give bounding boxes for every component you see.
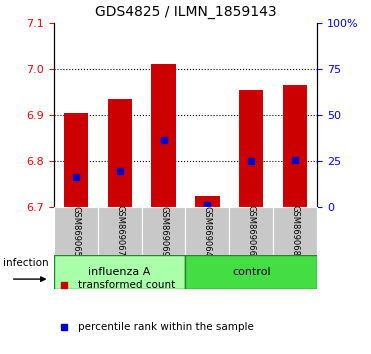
Bar [283,85,307,207]
Text: GSM869067: GSM869067 [115,205,124,257]
Bar [186,255,317,289]
Text: influenza A: influenza A [88,267,151,277]
Text: GSM869064: GSM869064 [203,206,212,256]
Text: control: control [232,267,271,277]
Text: GSM869066: GSM869066 [247,205,256,257]
Bar [273,207,317,255]
Bar [54,255,185,289]
Bar [64,113,88,207]
Bar [142,207,186,255]
Text: GSM869068: GSM869068 [291,205,300,257]
Text: GSM869065: GSM869065 [71,206,80,256]
Bar [54,207,98,255]
Bar [151,64,175,207]
Text: GSM869069: GSM869069 [159,206,168,256]
Bar [196,196,220,207]
Text: transformed count: transformed count [78,280,175,290]
Bar [229,207,273,255]
Bar [239,90,263,207]
Text: infection: infection [3,258,48,268]
Bar [98,207,142,255]
Bar [108,99,132,207]
Title: GDS4825 / ILMN_1859143: GDS4825 / ILMN_1859143 [95,5,276,19]
Text: percentile rank within the sample: percentile rank within the sample [78,322,253,332]
Bar [186,207,229,255]
